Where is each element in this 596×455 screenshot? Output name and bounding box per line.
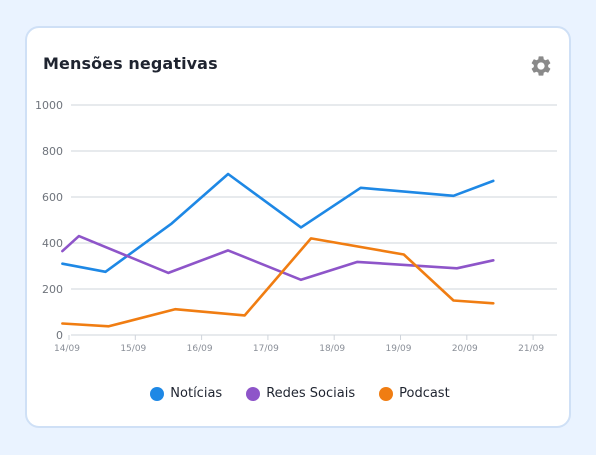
x-tick-label: 17/09: [253, 344, 279, 354]
chart-legend: Notícias Redes Sociais Podcast: [27, 386, 573, 401]
legend-label: Notícias: [170, 386, 223, 401]
legend-item-podcast[interactable]: Podcast: [379, 386, 450, 401]
x-tick-label: 18/09: [319, 344, 345, 354]
legend-swatch: [379, 386, 394, 401]
gear-icon[interactable]: [529, 54, 553, 78]
chart-title: Mensões negativas: [43, 54, 218, 73]
series-line-noticias[interactable]: [61, 172, 495, 274]
y-tick-label: 400: [42, 237, 63, 250]
x-tick-label: 16/09: [187, 344, 213, 354]
legend-swatch: [246, 386, 261, 401]
legend-item-noticias[interactable]: Notícias: [150, 386, 222, 401]
legend-item-redes-sociais[interactable]: Redes Sociais: [246, 386, 355, 401]
x-tick-label: 21/09: [518, 344, 544, 354]
x-tick-label: 19/09: [386, 344, 412, 354]
legend-label: Podcast: [399, 386, 450, 401]
legend-swatch: [150, 386, 165, 401]
y-tick-label: 800: [42, 145, 63, 158]
series-line-redes-sociais[interactable]: [61, 234, 495, 282]
legend-label: Redes Sociais: [266, 386, 356, 401]
y-tick-label: 0: [56, 329, 63, 342]
x-tick-label: 20/09: [452, 344, 478, 354]
y-tick-label: 600: [42, 191, 63, 204]
x-tick-label: 14/09: [54, 344, 80, 354]
y-tick-label: 1000: [35, 99, 63, 112]
chart-card: Mensões negativas 0 200 400 600 800 1000 14/09…: [25, 26, 571, 428]
x-tick-label: 15/09: [120, 344, 146, 354]
line-chart: 0 200 400 600 800 1000 14/09 15/09 16/09 17/09 18/…: [35, 99, 557, 354]
y-tick-label: 200: [42, 283, 63, 296]
series-line-podcast[interactable]: [61, 237, 495, 328]
